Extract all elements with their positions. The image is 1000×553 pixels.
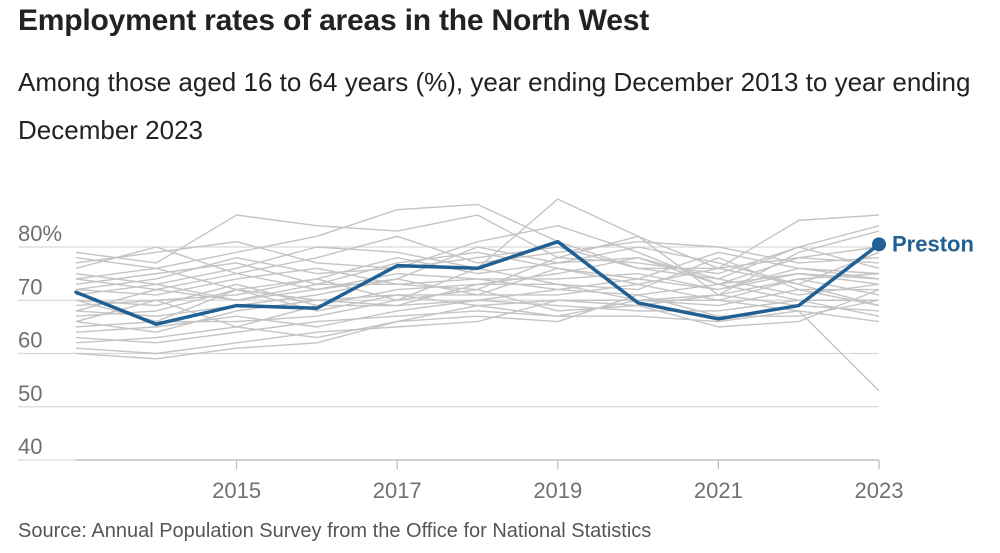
preston-series-label: Preston: [892, 231, 974, 256]
highlight-series-group: Preston: [74, 231, 974, 326]
background-area-line: [75, 246, 880, 291]
x-tick-label: 2017: [373, 478, 422, 503]
background-area-line: [75, 294, 880, 344]
background-area-line: [75, 288, 880, 355]
background-area-line: [75, 224, 880, 285]
chart-subtitle: Among those aged 16 to 64 years (%), yea…: [18, 67, 971, 145]
background-area-line: [75, 267, 880, 312]
y-tick-label: 60: [18, 328, 42, 353]
y-tick-label: 40: [18, 434, 42, 459]
axes: 40 50 60 70 80% 2015 2017 2019 2021 2023: [18, 221, 903, 503]
x-tick-label: 2019: [533, 478, 582, 503]
background-area-line: [75, 299, 880, 392]
x-tick-label: 2021: [694, 478, 743, 503]
preston-end-point: [872, 237, 886, 252]
x-tick-label: 2023: [855, 478, 904, 503]
y-tick-label: 80%: [18, 221, 62, 246]
y-tick-label: 50: [18, 381, 42, 406]
chart-title: Employment rates of areas in the North W…: [18, 4, 649, 37]
x-tick-label: 2015: [212, 478, 261, 503]
y-tick-label: 70: [18, 274, 42, 299]
background-area-line: [75, 310, 880, 344]
background-area-line: [75, 299, 880, 333]
source-note: Source: Annual Population Survey from th…: [18, 520, 652, 542]
background-area-line: [75, 251, 880, 285]
background-area-line: [75, 246, 880, 291]
line-chart: Preston 40 50 60 70 80% 2015 2017 2019 2021 2023: [18, 198, 974, 503]
preston-series-line: [74, 239, 881, 326]
background-area-line: [75, 267, 880, 323]
background-area-line: [75, 288, 880, 328]
background-area-line: [75, 246, 880, 291]
background-area-line: [75, 272, 880, 328]
background-series-group: [75, 198, 880, 392]
